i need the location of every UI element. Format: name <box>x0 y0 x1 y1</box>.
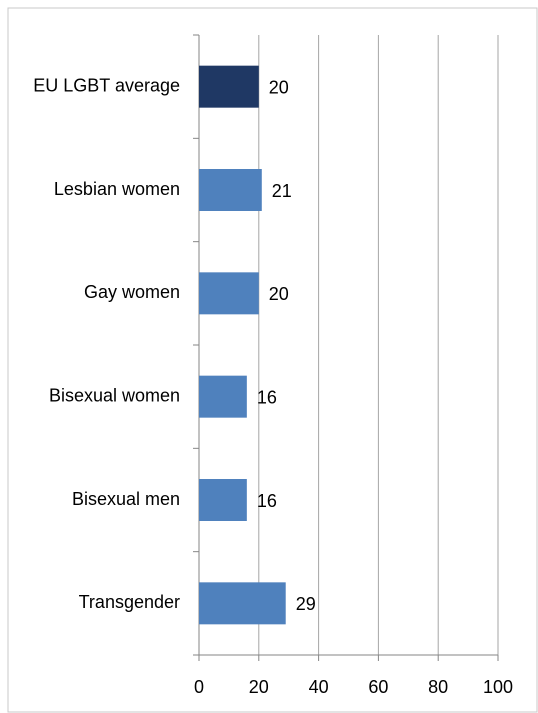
y-tick-label: Gay women <box>84 282 180 302</box>
bar <box>199 479 247 521</box>
x-tick-label: 40 <box>309 677 329 697</box>
y-tick-label: Bisexual men <box>72 489 180 509</box>
bar <box>199 65 259 108</box>
y-tick-label: Lesbian women <box>54 179 180 199</box>
value-label: 29 <box>296 594 316 614</box>
value-label: 16 <box>257 387 277 407</box>
x-tick-label: 100 <box>483 677 513 697</box>
x-tick-label: 0 <box>194 677 204 697</box>
y-tick-label: Bisexual women <box>49 385 180 405</box>
bar <box>199 272 259 315</box>
bar <box>199 375 247 418</box>
x-tick-label: 20 <box>249 677 269 697</box>
value-label: 16 <box>257 491 277 511</box>
value-label: 20 <box>269 284 289 304</box>
chart-border <box>7 7 538 713</box>
value-label: 20 <box>269 77 289 97</box>
y-tick-label: Transgender <box>79 592 180 612</box>
x-tick-label: 80 <box>428 677 448 697</box>
bar <box>199 169 262 211</box>
bar <box>199 582 286 625</box>
y-tick-label: EU LGBT average <box>33 75 180 95</box>
x-tick-label: 60 <box>368 677 388 697</box>
value-label: 21 <box>272 181 292 201</box>
